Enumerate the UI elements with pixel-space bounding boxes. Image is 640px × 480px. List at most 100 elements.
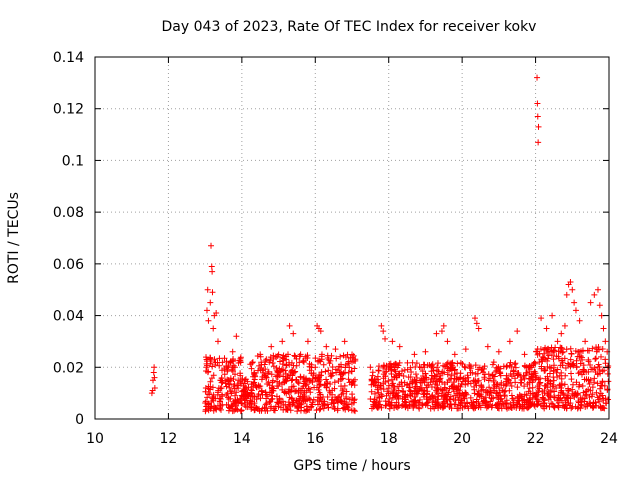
data-point (258, 387, 265, 394)
data-point (279, 338, 286, 345)
data-point (589, 384, 596, 391)
data-point (315, 401, 322, 408)
data-point (393, 372, 400, 379)
data-point (575, 398, 582, 405)
data-point (211, 356, 218, 363)
data-point (424, 362, 431, 369)
data-point (572, 307, 579, 314)
data-point (323, 376, 330, 383)
data-point (569, 403, 576, 410)
data-point (472, 362, 479, 369)
data-point (561, 355, 568, 362)
data-point (492, 402, 499, 409)
data-point (568, 351, 575, 358)
data-point (471, 386, 478, 393)
data-point (451, 351, 458, 358)
data-point (368, 405, 375, 412)
data-point (558, 397, 565, 404)
data-point (422, 348, 429, 355)
data-point (238, 399, 245, 406)
data-point (344, 351, 351, 358)
data-point (373, 375, 380, 382)
data-point (338, 398, 345, 405)
data-point (368, 388, 375, 395)
data-point (248, 360, 255, 367)
data-point (237, 359, 244, 366)
data-point (334, 407, 341, 414)
data-point (316, 406, 323, 413)
data-point (207, 355, 214, 362)
data-point (512, 379, 519, 386)
data-point (554, 374, 561, 381)
data-point (439, 390, 446, 397)
data-point (534, 401, 541, 408)
data-point (202, 384, 209, 391)
data-point (423, 374, 430, 381)
data-point (389, 382, 396, 389)
data-point (572, 348, 579, 355)
data-point (542, 344, 549, 351)
data-point (300, 359, 307, 366)
data-point (388, 402, 395, 409)
data-point (289, 369, 296, 376)
data-point (281, 379, 288, 386)
data-point (550, 381, 557, 388)
data-point (329, 364, 336, 371)
data-point (248, 386, 255, 393)
data-point (290, 330, 297, 337)
data-point (273, 378, 280, 385)
data-point (249, 393, 256, 400)
data-point (284, 351, 291, 358)
data-point (350, 407, 357, 414)
data-point (404, 359, 411, 366)
data-point (242, 392, 249, 399)
data-point (237, 370, 244, 377)
data-point (521, 396, 528, 403)
data-point (514, 328, 521, 335)
data-point (491, 387, 498, 394)
data-point (514, 393, 521, 400)
data-point (458, 397, 465, 404)
data-point (434, 360, 441, 367)
data-point (476, 402, 483, 409)
data-point (503, 380, 510, 387)
data-point (578, 371, 585, 378)
data-point (577, 401, 584, 408)
data-point (208, 242, 215, 249)
data-point (471, 315, 478, 322)
data-point (240, 382, 247, 389)
data-point (414, 388, 421, 395)
data-point (350, 399, 357, 406)
data-point (388, 367, 395, 374)
data-point (503, 363, 510, 370)
data-point (303, 387, 310, 394)
data-point (251, 370, 258, 377)
data-point (300, 358, 307, 365)
data-point (349, 359, 355, 366)
data-point (585, 358, 592, 365)
data-point (264, 370, 271, 377)
data-point (507, 359, 514, 366)
data-point (372, 382, 379, 389)
data-point (572, 391, 579, 398)
data-point (248, 365, 255, 372)
data-point (421, 390, 428, 397)
data-point (467, 365, 474, 372)
data-point (406, 391, 413, 398)
data-point (288, 383, 295, 390)
data-point (520, 372, 527, 379)
data-point (591, 375, 598, 382)
data-point (475, 325, 482, 332)
data-point (510, 402, 517, 409)
data-point (565, 388, 572, 395)
data-point (343, 388, 350, 395)
data-point (391, 366, 398, 373)
data-point (297, 351, 304, 358)
data-point (497, 396, 504, 403)
data-point (283, 362, 290, 369)
data-point (338, 391, 345, 398)
data-point (229, 348, 236, 355)
data-point (536, 359, 543, 366)
data-point (582, 338, 589, 345)
data-point (517, 393, 524, 400)
